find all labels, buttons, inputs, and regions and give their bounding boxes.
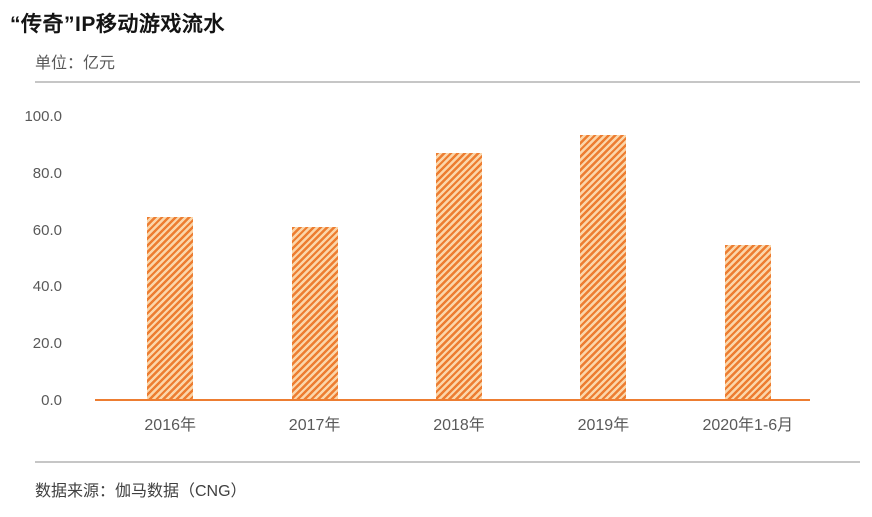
y-axis-tick-label: 40.0: [32, 278, 62, 296]
footer-divider: [35, 461, 860, 463]
bars-container: [98, 117, 820, 401]
plot-area: [95, 117, 820, 401]
bar-slot: [531, 135, 675, 401]
y-axis-tick-label: 20.0: [32, 335, 62, 353]
bar: [724, 245, 771, 401]
x-axis-line: [95, 399, 810, 401]
bar-slot: [676, 245, 820, 401]
x-axis-label: 2019年: [577, 417, 630, 434]
x-axis-label: 2018年: [433, 417, 485, 434]
y-axis-tick-label: 100.0: [24, 108, 62, 125]
bar-slot: [387, 152, 531, 401]
bar: [436, 152, 483, 401]
source-label: 数据来源：伽马数据（CNG）: [35, 483, 247, 500]
y-axis: 0.0 20.0 40.0 60.0 80.0 100.0: [0, 108, 62, 409]
chart-title: “传奇”IP移动游戏流水: [10, 13, 225, 36]
x-axis-label: 2016年: [144, 417, 196, 434]
x-axis-labels: 2016年 2017年 2018年 2019年 2020年1-6月: [98, 414, 820, 438]
unit-label: 单位：亿元: [35, 55, 116, 72]
bar: [580, 135, 627, 401]
x-axis-label: 2017年: [288, 417, 341, 434]
y-axis-tick-label: 80.0: [32, 164, 62, 182]
y-axis-tick-label: 0.0: [41, 392, 62, 409]
y-axis-tick-label: 60.0: [32, 221, 62, 239]
bar: [147, 216, 194, 401]
bar-slot: [242, 227, 386, 401]
bar: [291, 227, 338, 401]
bar-slot: [98, 216, 242, 401]
header-divider: [35, 81, 860, 83]
x-axis-label: 2020年1-6月: [702, 417, 794, 434]
